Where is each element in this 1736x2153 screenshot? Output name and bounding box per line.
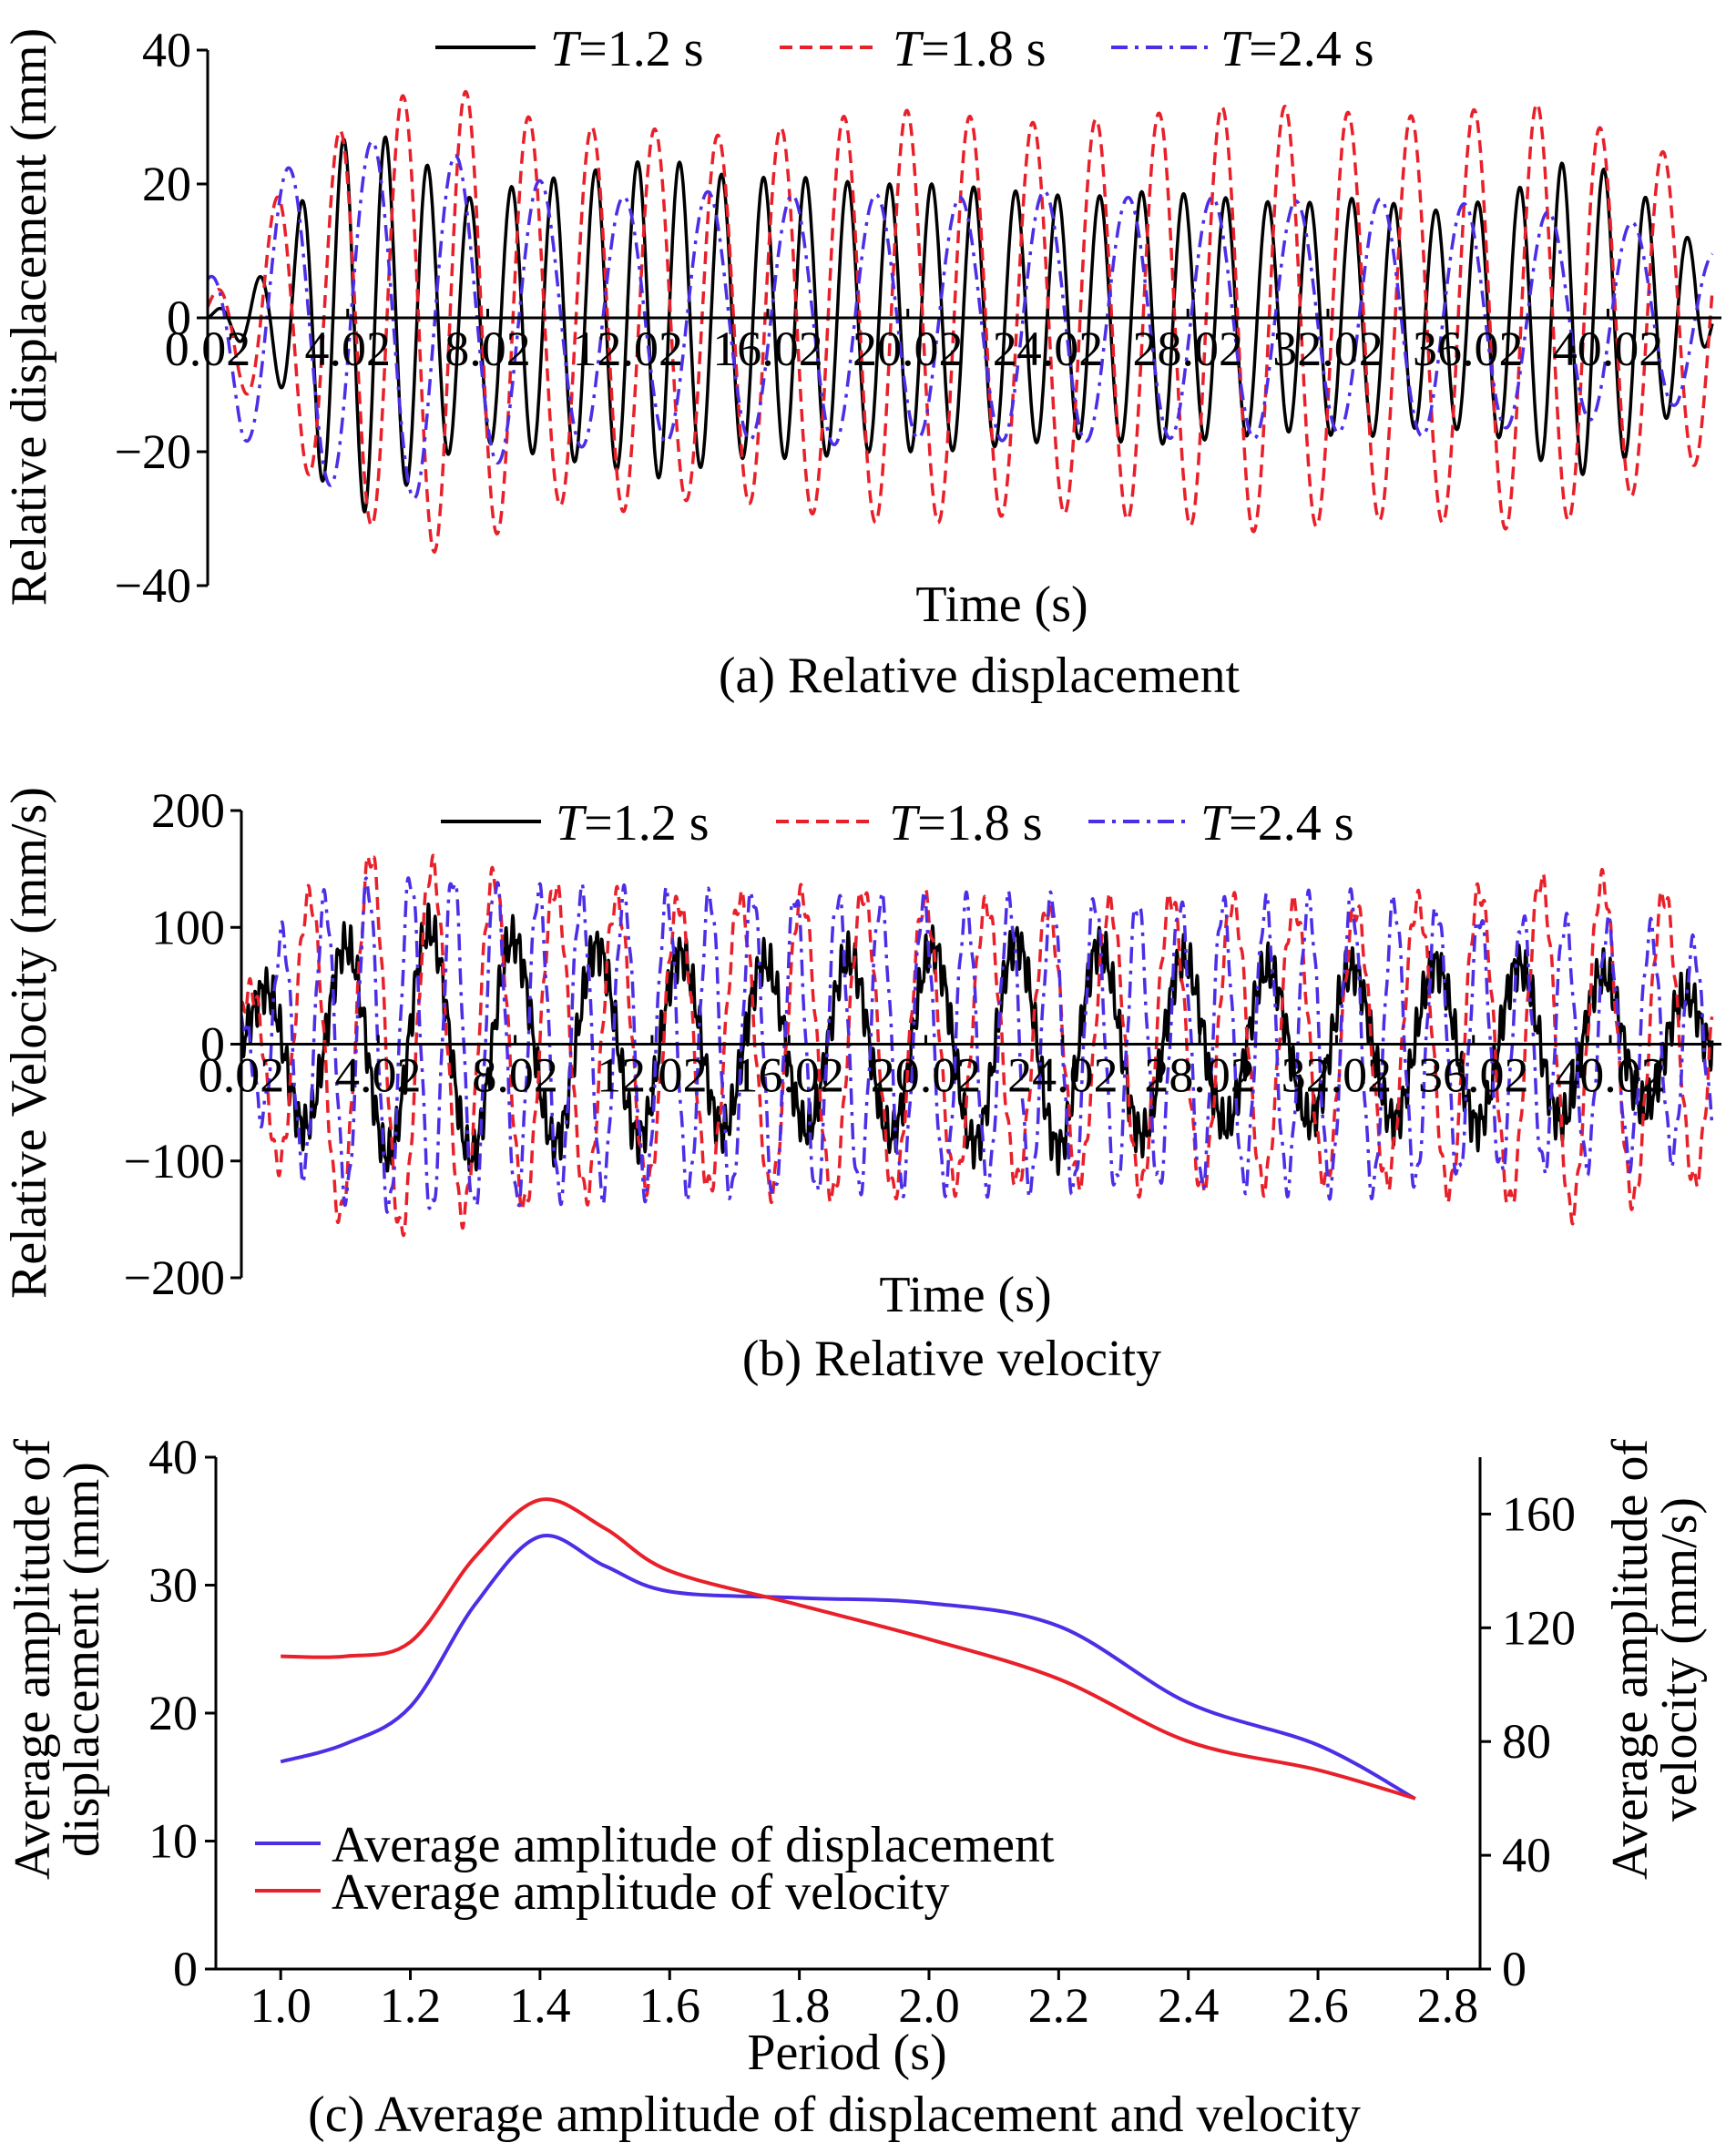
panel-a-displacement: 40 20 0 −20 −40 0.02 4.02 8.02 12.02 16.02 20.02 2…: [1, 21, 1721, 704]
panel-a-legend: T=1.2 s T=1.8 s T=2.4 s: [435, 21, 1374, 77]
panel-a-caption: (a) Relative displacement: [719, 648, 1241, 704]
panel-c-legend: Average amplitude of displacement Averag…: [255, 1817, 1055, 1921]
panel-c-ylabel-right-line2: velocity (mm/s): [1651, 1497, 1708, 1821]
b-ytick-label: −200: [124, 1250, 225, 1305]
b-xtick-label: 40.02: [1555, 1048, 1666, 1103]
a-series-1: [208, 135, 1714, 514]
c-ytick-label: 10: [148, 1814, 198, 1869]
legend-label-a-t12: T=1.2 s: [550, 21, 704, 77]
b-xtick-label: 32.02: [1282, 1048, 1393, 1103]
panel-b-legend: T=1.2 s T=1.8 s T=2.4 s: [441, 795, 1354, 852]
c-xtick-label: 2.6: [1287, 1978, 1349, 2033]
c-xtick-label: 2.8: [1417, 1978, 1479, 2033]
panel-c-average-amplitude: 0 10 20 30 40 0 40 80 120 160 1.0 1.2 1.4 1.6 1.8 2.0…: [5, 1430, 1708, 2143]
legend-label-c-displacement: Average amplitude of displacement: [332, 1817, 1055, 1873]
c-xtick-label: 1.8: [769, 1978, 831, 2033]
c-ytick-right-label: 120: [1502, 1600, 1576, 1655]
a-xtick-label: 4.02: [304, 321, 391, 376]
b-xtick-label: 36.02: [1418, 1048, 1529, 1103]
legend-label-a-t24: T=2.4 s: [1220, 21, 1374, 77]
b-series-2: [241, 853, 1714, 1238]
a-ytick-label: −40: [115, 558, 191, 613]
a-xtick-label: 16.02: [712, 321, 823, 376]
c-series-1: [280, 1534, 1416, 1801]
panel-a-plot-area: [208, 89, 1714, 554]
a-xtick-label: 24.02: [993, 321, 1104, 376]
a-xtick-label: 28.02: [1132, 321, 1243, 376]
b-xtick-label: 0.02: [199, 1048, 285, 1103]
c-ytick-label: 0: [173, 1942, 198, 1996]
a-xtick-label: 40.02: [1553, 321, 1664, 376]
b-xtick-label: 20.02: [871, 1048, 982, 1103]
a-ytick-label: −20: [115, 424, 191, 479]
c-ytick-label: 30: [148, 1558, 198, 1613]
panel-b-plot-area: [241, 853, 1714, 1238]
c-xtick-label: 1.0: [250, 1978, 311, 2033]
a-xtick-label: 36.02: [1413, 321, 1524, 376]
legend-label-b-t24: T=2.4 s: [1200, 795, 1354, 852]
c-series-2: [281, 1497, 1416, 1801]
c-xtick-label: 2.0: [898, 1978, 960, 2033]
a-xtick-label: 20.02: [853, 321, 964, 376]
a-xtick-label: 32.02: [1272, 321, 1384, 376]
b-xtick-label: 12.02: [597, 1048, 708, 1103]
c-ytick-right-label: 160: [1502, 1486, 1576, 1541]
panel-a-xlabel: Time (s): [915, 577, 1088, 633]
legend-label-c-velocity: Average amplitude of velocity: [332, 1864, 949, 1921]
a-ytick-label: 0: [167, 291, 191, 345]
b-series-3: [241, 876, 1714, 1214]
panel-b-caption: (b) Relative velocity: [742, 1331, 1161, 1387]
b-xtick-label: 24.02: [1007, 1048, 1118, 1103]
b-ytick-label: 200: [151, 783, 225, 838]
c-xtick-label: 2.4: [1158, 1978, 1220, 2033]
panel-a-ylabel: Relative displacement (mm): [1, 28, 57, 606]
panel-c-xlabel: Period (s): [747, 2025, 946, 2081]
c-xtick-label: 2.2: [1028, 1978, 1090, 2033]
c-ytick-label: 20: [148, 1686, 198, 1740]
c-ytick-right-label: 0: [1502, 1942, 1527, 1996]
panel-c-ylabel-line2: displacement (mm): [54, 1462, 110, 1857]
c-ytick-label: 40: [148, 1430, 198, 1485]
panel-c-ylabel-right-line1: Average amplitude of: [1602, 1439, 1659, 1880]
c-xtick-label: 1.6: [639, 1978, 701, 2033]
panel-b-velocity: 200 100 0 −100 −200 0.02 4.02 8.02 12.02 16.02 20…: [1, 783, 1721, 1387]
a-xtick-label: 0.02: [165, 321, 251, 376]
b-xtick-label: 28.02: [1144, 1048, 1255, 1103]
b-ytick-label: 0: [200, 1017, 225, 1072]
panel-b-ylabel: Relative Velocity (mm/s): [1, 787, 57, 1299]
c-xtick-label: 1.4: [509, 1978, 571, 2033]
a-ytick-label: 20: [142, 157, 191, 211]
a-series-3: [208, 139, 1714, 500]
panel-c-caption: (c) Average amplitude of displacement an…: [308, 2087, 1361, 2143]
c-xtick-label: 1.2: [380, 1978, 442, 2033]
a-xtick-label: 12.02: [572, 321, 683, 376]
legend-label-a-t18: T=1.8 s: [893, 21, 1047, 77]
b-ytick-label: −100: [124, 1134, 225, 1189]
a-series-2: [208, 89, 1714, 554]
panel-b-xlabel: Time (s): [879, 1267, 1051, 1323]
legend-label-b-t18: T=1.8 s: [889, 795, 1043, 852]
a-ytick-label: 40: [142, 23, 191, 77]
b-xtick-label: 4.02: [335, 1048, 422, 1103]
b-xtick-label: 8.02: [472, 1048, 558, 1103]
c-ytick-right-label: 40: [1502, 1828, 1551, 1883]
a-xtick-label: 8.02: [444, 321, 531, 376]
b-xtick-label: 16.02: [733, 1048, 844, 1103]
legend-label-b-t12: T=1.2 s: [556, 795, 710, 852]
c-ytick-right-label: 80: [1502, 1714, 1551, 1769]
b-ytick-label: 100: [151, 900, 225, 954]
panel-c-ylabel-line1: Average amplitude of: [5, 1439, 61, 1880]
